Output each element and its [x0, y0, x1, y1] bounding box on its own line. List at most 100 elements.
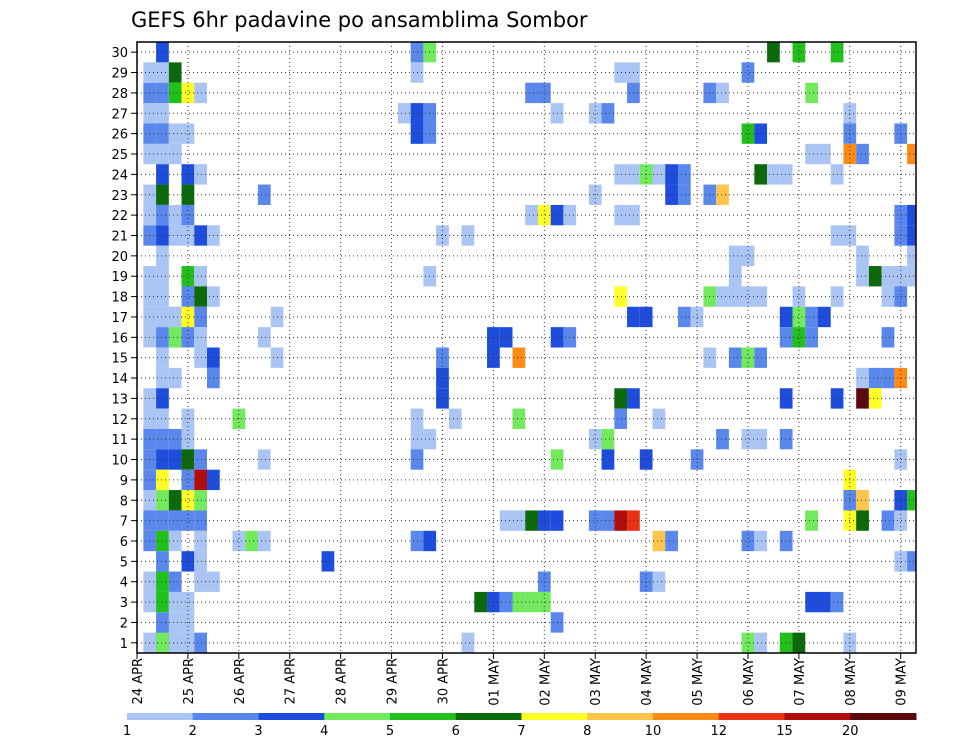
heatmap-cell [639, 571, 653, 592]
y-tick-label: 13 [111, 392, 128, 407]
colorbar-swatch [324, 713, 391, 720]
colorbar-swatch [784, 713, 851, 720]
heatmap-cell [181, 327, 195, 348]
heatmap-cell [168, 612, 182, 633]
colorbar: 1 2 3 4 5 6 7 8 10 12 15 20 [123, 713, 917, 739]
y-tick-label: 14 [111, 372, 128, 387]
x-tick-label: 04 MAY [640, 658, 655, 706]
y-tick-label: 21 [111, 229, 128, 244]
heatmap-cell [499, 591, 513, 613]
heatmap-cell [614, 408, 628, 429]
heatmap-cell [868, 367, 882, 389]
heatmap-cell [168, 327, 182, 348]
heatmap-cell [181, 266, 195, 287]
y-tick-label: 24 [111, 168, 128, 183]
y-tick-label: 29 [111, 67, 128, 82]
heatmap-cell [245, 530, 258, 552]
heatmap-cell [614, 286, 628, 307]
y-tick-label: 15 [111, 352, 128, 367]
heatmap-cell [907, 225, 916, 246]
heatmap-cell [156, 347, 169, 368]
x-tick-label: 07 MAY [793, 658, 808, 706]
heatmap-cell [856, 388, 869, 409]
heatmap-cell [779, 530, 793, 552]
heatmap-cell [156, 123, 169, 144]
heatmap-cell [181, 428, 195, 450]
heatmap-cell [436, 225, 449, 246]
heatmap-cell [856, 367, 869, 389]
heatmap-cell [805, 306, 818, 328]
heatmap-cell [321, 551, 335, 572]
heatmap-cell [168, 571, 182, 592]
heatmap-cell [652, 408, 666, 429]
colorbar-label: 10 [645, 724, 662, 739]
heatmap-cell [181, 449, 195, 470]
heatmap-cell [156, 204, 169, 226]
heatmap-cell [805, 327, 818, 348]
y-tick-label: 18 [111, 291, 128, 306]
heatmap-cell [779, 164, 793, 185]
heatmap-cell [894, 449, 908, 470]
y-tick-label: 8 [120, 494, 128, 509]
heatmap-cell [168, 428, 182, 450]
x-tick-label: 25 APR [182, 658, 197, 704]
colorbar-swatch [653, 713, 720, 720]
heatmap-cell [181, 82, 195, 104]
heatmap-cell [168, 530, 182, 552]
heatmap-cell [856, 490, 869, 511]
heatmap-cell [537, 571, 551, 592]
heatmap-cell [448, 408, 462, 429]
colorbar-swatch [127, 713, 194, 720]
heatmap-cell [194, 164, 208, 185]
heatmap-cell [907, 245, 916, 267]
heatmap-cell [894, 266, 908, 287]
heatmap-cell [194, 551, 208, 572]
heatmap-cell [728, 266, 742, 287]
heatmap-cell [397, 103, 411, 124]
heatmap-cell [665, 530, 678, 552]
colorbar-swatch [850, 713, 917, 720]
x-tick-label: 24 APR [131, 658, 146, 704]
y-tick-label: 27 [111, 107, 128, 122]
heatmap-cell [474, 591, 488, 613]
heatmap-cell [868, 388, 882, 409]
heatmap-cell [779, 388, 793, 409]
heatmap-cell [525, 82, 538, 104]
heatmap-cell [754, 347, 768, 368]
heatmap-cell [168, 490, 182, 511]
heatmap-cell [907, 266, 916, 287]
heatmap-cell [194, 327, 208, 348]
heatmap-cell [168, 591, 182, 613]
heatmap-cell [817, 591, 831, 613]
heatmap-cell [525, 510, 538, 531]
heatmap-cell [156, 42, 169, 63]
heatmap-cell [805, 82, 818, 104]
heatmap-cell [194, 632, 208, 653]
heatmap-cell [677, 306, 691, 328]
heatmap-cell [894, 225, 908, 246]
heatmap-cell [194, 449, 208, 470]
x-tick-label: 29 APR [386, 658, 401, 704]
heatmap-cell [156, 103, 169, 124]
heatmap-cell [168, 449, 182, 470]
heatmap-cell [168, 123, 182, 144]
heatmap-cell [792, 327, 806, 348]
heatmap-cell [614, 164, 628, 185]
x-tick-label: 09 MAY [895, 658, 910, 706]
heatmap-cell [894, 490, 908, 511]
y-tick-label: 17 [111, 311, 128, 326]
heatmap-cell [728, 245, 742, 267]
y-tick-label: 12 [111, 413, 128, 428]
heatmap-cell [168, 306, 182, 328]
heatmap-cell [728, 347, 742, 368]
colorbar-label: 7 [517, 724, 525, 739]
heatmap-cell [881, 327, 895, 348]
heatmap-cell [588, 103, 602, 124]
heatmap-cell [894, 286, 908, 307]
heatmap-cell [194, 225, 208, 246]
heatmap-cell [181, 551, 195, 572]
heatmap-cell [894, 123, 908, 144]
heatmap-cell [181, 123, 195, 144]
x-axis: 24 APR 25 APR 26 APR 27 APR 28 APR 29 APR 30 A… [131, 653, 910, 706]
